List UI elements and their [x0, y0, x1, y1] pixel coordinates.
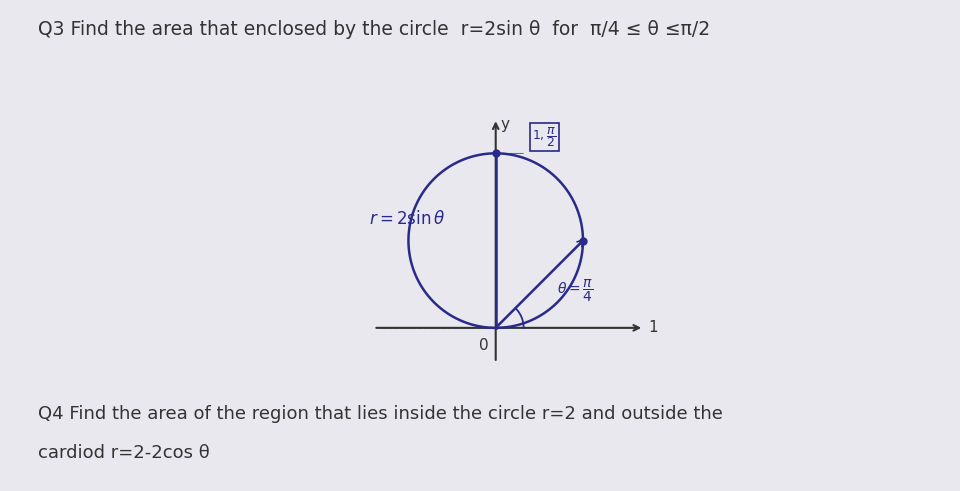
Text: y: y: [500, 117, 509, 132]
Text: Q3 Find the area that enclosed by the circle  r=2sin θ  for  π/4 ≤ θ ≤π/2: Q3 Find the area that enclosed by the ci…: [38, 20, 710, 39]
Text: cardiod r=2-2cos θ: cardiod r=2-2cos θ: [38, 444, 210, 463]
Text: $1, \dfrac{\pi}{2}$: $1, \dfrac{\pi}{2}$: [533, 125, 557, 149]
Text: 0: 0: [479, 338, 489, 354]
Text: Q4 Find the area of the region that lies inside the circle r=2 and outside the: Q4 Find the area of the region that lies…: [38, 405, 723, 423]
Text: 1: 1: [648, 320, 658, 335]
Text: $\theta=\dfrac{\pi}{4}$: $\theta=\dfrac{\pi}{4}$: [557, 278, 593, 304]
Text: $r= 2\sin\theta$: $r= 2\sin\theta$: [370, 210, 445, 228]
